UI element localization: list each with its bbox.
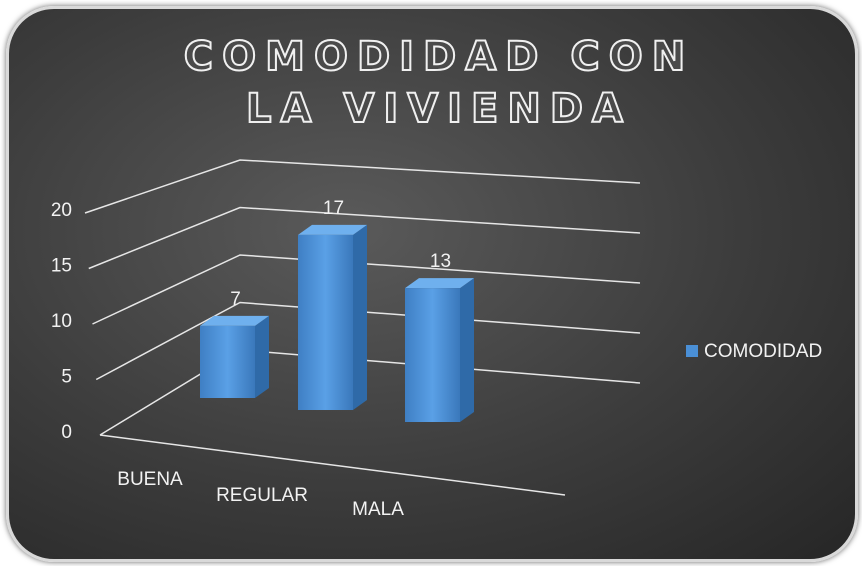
bar-side xyxy=(255,315,269,398)
y-tick-label: 10 xyxy=(51,311,72,332)
grid-line xyxy=(99,349,641,436)
grid-line xyxy=(88,206,641,270)
chart-title: COMODIDAD CON LA VIVIENDA xyxy=(183,33,695,133)
bar-front xyxy=(200,325,255,398)
bar xyxy=(298,224,367,410)
bar-front xyxy=(298,234,353,410)
y-tick-label: 5 xyxy=(61,367,72,388)
bar xyxy=(200,315,269,398)
grid-line xyxy=(92,254,641,325)
floor-edge xyxy=(99,434,566,496)
data-label: 7 xyxy=(230,289,241,310)
bar-top xyxy=(298,224,367,235)
bar-side xyxy=(353,224,367,410)
bar-side xyxy=(460,278,474,422)
bar-front xyxy=(405,288,460,422)
bar xyxy=(405,278,474,422)
y-tick-label: 15 xyxy=(51,256,72,277)
legend-label: COMODIDAD xyxy=(704,341,822,362)
grid-line xyxy=(95,301,641,381)
bar-top xyxy=(405,278,474,289)
bar-top xyxy=(200,315,269,326)
legend-swatch xyxy=(686,345,698,357)
x-tick-label: MALA xyxy=(352,499,404,520)
y-tick-label: 20 xyxy=(51,200,72,221)
x-tick-label: BUENA xyxy=(117,469,183,490)
data-label: 13 xyxy=(430,251,451,272)
data-label: 17 xyxy=(323,198,344,219)
chart-frame: COMODIDAD CON LA VIVIENDA xyxy=(6,6,858,562)
y-tick-label: 0 xyxy=(61,422,72,443)
grid-line xyxy=(84,159,641,214)
x-tick-label: REGULAR xyxy=(216,485,308,506)
